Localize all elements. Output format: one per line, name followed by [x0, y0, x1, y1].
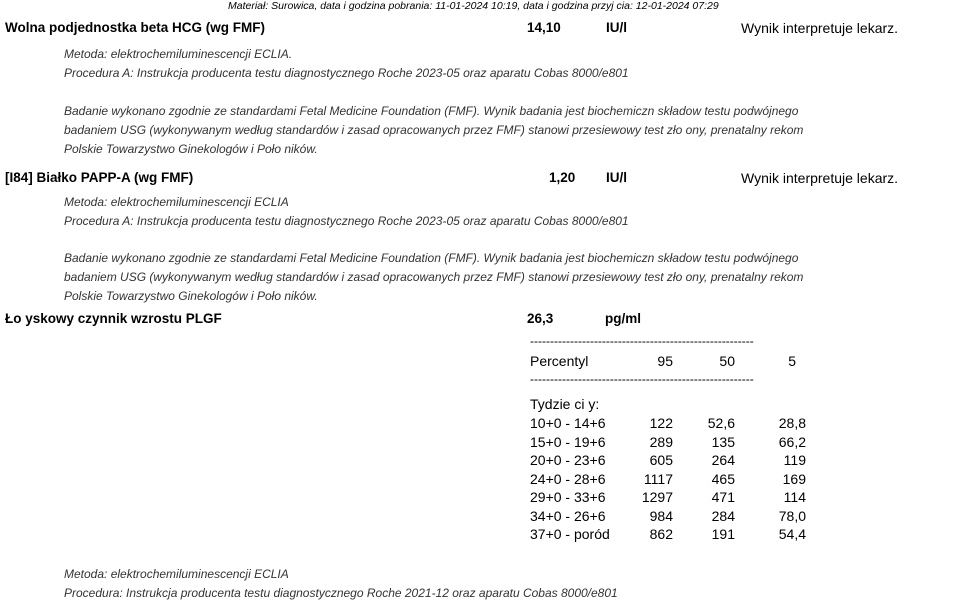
test-note-line: Badanie wykonano zgodnie ze standardami …: [64, 104, 799, 118]
table-cell-value: 169: [782, 470, 806, 487]
test-method: Metoda: elektrochemiluminescencji ECLIA: [64, 567, 289, 581]
table-cell-value: 289: [649, 433, 673, 450]
test-title: [I84] Białko PAPP-A (wg FMF): [5, 170, 194, 185]
test-procedure: Procedura: Instrukcja producenta testu d…: [64, 586, 618, 600]
test-note-line: badaniem USG (wykonywanym według standar…: [64, 270, 804, 284]
table-row-week: 24+0 - 28+6: [530, 470, 606, 487]
table-header-p5: 5: [788, 353, 796, 369]
test-note-line: Polskie Towarzystwo Ginekologów i Poło n…: [64, 142, 318, 156]
test-value: 1,20: [549, 170, 576, 185]
table-header-p95: 95: [657, 353, 673, 369]
table-cell-value: 1297: [641, 489, 673, 505]
table-cell-value: 862: [649, 526, 673, 542]
table-cell-value: 984: [649, 507, 673, 524]
table-cell-value: 52,6: [707, 415, 735, 431]
table-row-week: 20+0 - 23+6: [530, 452, 606, 468]
table-row-week: 10+0 - 14+6: [530, 415, 606, 431]
test-comment: Wynik interpretuje lekarz.: [741, 170, 899, 186]
test-value: 26,3: [527, 311, 554, 326]
test-unit: IU/l: [606, 170, 628, 185]
table-cell-value: 119: [783, 452, 806, 468]
table-cell-value: 114: [783, 489, 806, 505]
table-separator: ----------------------------------------…: [530, 335, 754, 347]
table-cell-value: 135: [711, 433, 735, 450]
table-cell-value: 471: [711, 489, 735, 505]
table-cell-value: 122: [649, 415, 673, 431]
test-unit: pg/ml: [605, 311, 641, 326]
table-cell-value: 284: [711, 507, 735, 524]
table-cell-value: 54,4: [778, 526, 806, 542]
table-cell-value: 1117: [643, 470, 673, 487]
test-comment: Wynik interpretuje lekarz.: [741, 20, 899, 36]
test-unit: IU/l: [606, 20, 628, 35]
table-cell-value: 191: [711, 526, 735, 542]
table-cell-value: 78,0: [778, 507, 806, 524]
table-separator: ----------------------------------------…: [530, 373, 754, 385]
table-row-week: 29+0 - 33+6: [530, 489, 606, 505]
table-header-p50: 50: [719, 353, 735, 369]
material-header: Materiał: Surowica, data i godzina pobra…: [228, 0, 719, 12]
table-row-week: 15+0 - 19+6: [530, 433, 606, 450]
table-row-week: 37+0 - poród: [530, 526, 610, 542]
test-note-line: Polskie Towarzystwo Ginekologów i Poło n…: [64, 289, 318, 303]
test-title: Ło yskowy czynnik wzrostu PLGF: [5, 311, 222, 326]
table-header-label: Percentyl: [530, 353, 589, 369]
table-cell-value: 28,8: [778, 415, 806, 431]
test-note-line: badaniem USG (wykonywanym według standar…: [64, 123, 804, 137]
test-procedure: Procedura A: Instrukcja producenta testu…: [64, 66, 629, 80]
test-note-line: Badanie wykonano zgodnie ze standardami …: [64, 251, 799, 265]
table-row-week: 34+0 - 26+6: [530, 507, 606, 524]
table-section-label: Tydzie ci y:: [530, 396, 600, 412]
test-procedure: Procedura A: Instrukcja producenta testu…: [64, 214, 629, 228]
table-cell-value: 605: [649, 452, 673, 468]
test-value: 14,10: [527, 20, 561, 35]
table-cell-value: 66,2: [778, 433, 806, 450]
test-title: Wolna podjednostka beta HCG (wg FMF): [5, 20, 265, 35]
test-method: Metoda: elektrochemiluminescencji ECLIA: [64, 195, 289, 209]
table-cell-value: 465: [711, 470, 735, 487]
test-method: Metoda: elektrochemiluminescencji ECLIA.: [64, 47, 293, 61]
table-cell-value: 264: [711, 452, 735, 468]
